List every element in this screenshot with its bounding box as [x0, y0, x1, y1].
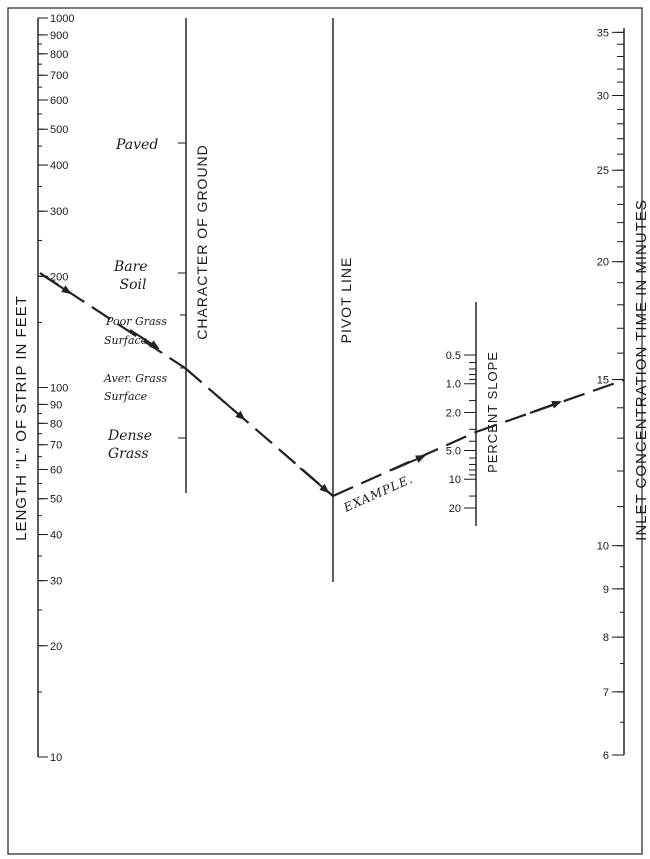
page-frame — [7, 7, 643, 855]
time-tick-label: 35 — [597, 27, 609, 39]
slope-tick-label: 20 — [449, 503, 461, 515]
slope-minor-ticks — [464, 354, 476, 509]
length-tick-label: 60 — [50, 464, 62, 476]
length-tick-label: 50 — [50, 494, 62, 506]
time-tick-labels: 35 30 25 20 15 10 9 8 7 6 — [597, 27, 609, 762]
ground-label-paved: Paved — [115, 137, 158, 153]
ground-label-bare-soil: Bare Soil — [113, 259, 152, 293]
ground-label-aver-grass: Aver. Grass Surface — [103, 372, 171, 403]
example-label: EXAMPLE. — [341, 472, 416, 515]
arrow-marker-1 — [43, 275, 72, 295]
time-axis-title: INLET CONCENTRATION TIME IN MINUTES — [633, 199, 650, 541]
time-minor-ticks — [612, 31, 624, 756]
time-tick-label: 10 — [597, 541, 609, 553]
length-tick-label: 20 — [50, 641, 62, 653]
length-tick-label: 800 — [50, 49, 68, 61]
pivot-scale: PIVOT LINE — [332, 18, 354, 582]
time-tick-label: 25 — [597, 165, 609, 177]
ground-axis-title: CHARACTER OF GROUND — [194, 144, 210, 340]
arrow-marker-6 — [529, 400, 562, 414]
ground-scale: CHARACTER OF GROUND Paved Bare Soil Poor… — [103, 18, 210, 493]
slope-tick-label: 0.5 — [446, 350, 461, 362]
slope-tick-label: 10 — [449, 474, 461, 486]
example-segment-length-to-ground — [39, 272, 186, 369]
time-tick-label: 6 — [603, 750, 609, 762]
arrow-marker-2 — [129, 329, 160, 350]
arrow-marker-4 — [299, 467, 330, 494]
time-tick-label: 9 — [603, 584, 609, 596]
ground-label-poor-grass: Poor Grass Surface — [104, 315, 170, 347]
slope-tick-label: 2.0 — [446, 407, 461, 419]
arrow-marker-3 — [214, 393, 246, 421]
slope-tick-label: 5.0 — [446, 446, 461, 458]
length-tick-label: 700 — [50, 70, 68, 82]
time-tick-label: 15 — [597, 375, 609, 387]
length-tick-labels: 1000 900 800 700 600 500 400 300 200 100 90 80 70 60 5… — [50, 13, 74, 764]
time-tick-label: 7 — [603, 687, 609, 699]
slope-tick-label: 1.0 — [446, 379, 461, 391]
length-tick-label: 1000 — [50, 13, 74, 25]
length-minor-ticks — [38, 17, 48, 758]
time-scale: 35 30 25 20 15 10 9 8 7 6 INLET CONCENTRATION TIM… — [597, 27, 650, 762]
slope-tick-labels: 0.5 1.0 2.0 5.0 10 20 — [446, 350, 461, 515]
length-tick-label: 500 — [50, 124, 68, 136]
arrow-marker-5 — [391, 455, 426, 471]
length-tick-label: 40 — [50, 530, 62, 542]
length-axis-title: LENGTH "L" OF STRIP IN FEET — [13, 295, 30, 541]
length-tick-label: 300 — [50, 206, 68, 218]
length-tick-label: 600 — [50, 95, 68, 107]
ground-label-dense-grass: Dense Grass — [107, 428, 156, 462]
time-tick-label: 8 — [603, 632, 609, 644]
length-tick-label: 10 — [50, 752, 62, 764]
time-tick-label: 30 — [597, 91, 609, 103]
length-scale: 1000 900 800 700 600 500 400 300 200 100 90 80 70 60 5… — [13, 13, 74, 764]
length-tick-label: 100 — [50, 383, 68, 395]
pivot-axis-title: PIVOT LINE — [338, 257, 354, 344]
length-tick-label: 70 — [50, 440, 62, 452]
length-tick-label: 90 — [50, 399, 62, 411]
length-tick-label: 80 — [50, 418, 62, 430]
slope-scale: 0.5 1.0 2.0 5.0 10 20 PERCENT SLOPE — [446, 302, 500, 526]
slope-axis-title: PERCENT SLOPE — [485, 351, 500, 473]
length-tick-label: 200 — [50, 271, 68, 283]
length-tick-label: 30 — [50, 576, 62, 588]
length-tick-label: 400 — [50, 160, 68, 172]
time-tick-label: 20 — [597, 257, 609, 269]
length-tick-label: 900 — [50, 30, 68, 42]
